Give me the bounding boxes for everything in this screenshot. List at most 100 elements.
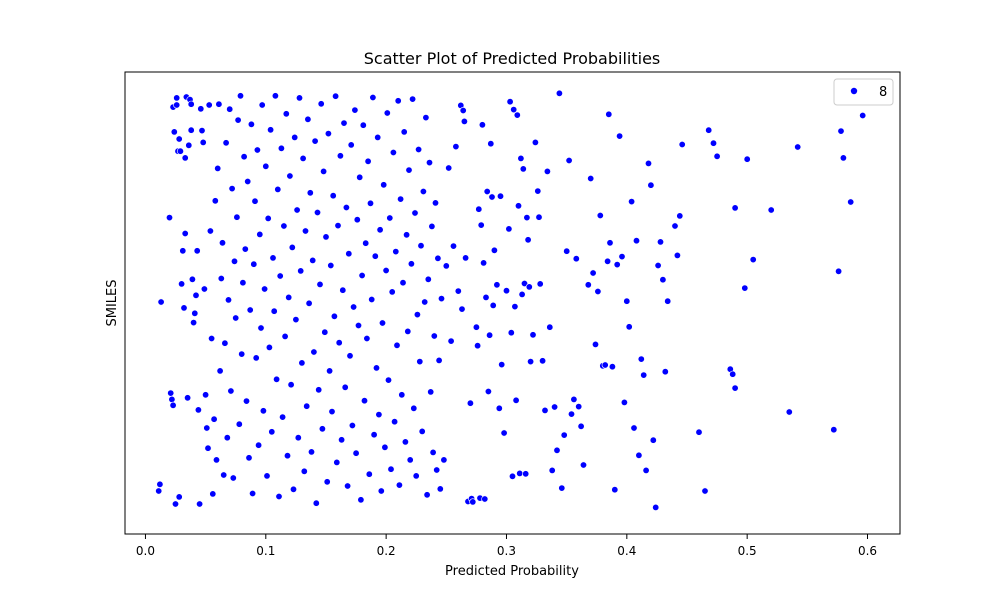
- data-point: [604, 257, 612, 265]
- data-point: [276, 272, 284, 280]
- data-point: [353, 216, 361, 224]
- data-point: [283, 452, 291, 460]
- data-point: [785, 408, 793, 416]
- data-point: [388, 288, 396, 296]
- data-point: [546, 323, 554, 331]
- data-point: [435, 356, 443, 364]
- data-point: [496, 192, 504, 200]
- data-point: [285, 293, 293, 301]
- data-point: [541, 406, 549, 414]
- data-point: [410, 404, 418, 412]
- data-point: [386, 214, 394, 222]
- data-point: [209, 490, 217, 498]
- data-point: [608, 363, 616, 371]
- data-point: [493, 281, 501, 289]
- data-point: [259, 407, 267, 415]
- data-point: [713, 152, 721, 160]
- data-point: [589, 269, 597, 277]
- data-point: [223, 434, 231, 442]
- data-point: [731, 384, 739, 392]
- data-point: [191, 309, 199, 317]
- data-point: [267, 126, 275, 134]
- data-point: [830, 426, 838, 434]
- data-point: [731, 204, 739, 212]
- data-point: [481, 495, 489, 503]
- data-point: [502, 287, 510, 295]
- data-point: [437, 295, 445, 303]
- data-point: [352, 449, 360, 457]
- data-point: [170, 128, 178, 136]
- data-point: [422, 114, 430, 122]
- data-point: [376, 226, 384, 234]
- data-point: [389, 149, 397, 157]
- data-point: [214, 164, 222, 172]
- data-point: [315, 386, 323, 394]
- data-point: [382, 266, 390, 274]
- data-point: [695, 428, 703, 436]
- data-point: [483, 188, 491, 196]
- data-point: [338, 436, 346, 444]
- data-point: [233, 213, 241, 221]
- data-point: [181, 230, 189, 238]
- data-point: [393, 341, 401, 349]
- data-point: [664, 297, 672, 305]
- data-point: [311, 137, 319, 145]
- data-point: [644, 159, 652, 167]
- data-point: [251, 197, 259, 205]
- data-point: [452, 143, 460, 151]
- data-point: [859, 112, 867, 120]
- data-point: [673, 251, 681, 259]
- data-point: [505, 225, 513, 233]
- data-point: [340, 119, 348, 127]
- data-point: [328, 408, 336, 416]
- data-point: [327, 261, 335, 269]
- data-point: [671, 222, 679, 230]
- data-point: [572, 255, 580, 263]
- data-point: [175, 135, 183, 143]
- data-point: [238, 350, 246, 358]
- data-point: [518, 290, 526, 298]
- data-point: [741, 284, 749, 292]
- data-point: [510, 106, 518, 114]
- data-point: [837, 127, 845, 135]
- data-point: [339, 286, 347, 294]
- data-point: [194, 406, 202, 414]
- data-point: [647, 181, 655, 189]
- data-point: [241, 245, 249, 253]
- data-point: [321, 328, 329, 336]
- data-point: [847, 198, 855, 206]
- data-point: [500, 429, 508, 437]
- data-point: [228, 185, 236, 193]
- data-point: [523, 214, 531, 222]
- data-point: [404, 327, 412, 335]
- data-point: [640, 371, 648, 379]
- data-point: [635, 451, 643, 459]
- data-point: [709, 139, 717, 147]
- data-point: [342, 204, 350, 212]
- data-point: [415, 146, 423, 154]
- data-point: [344, 482, 352, 490]
- data-point: [767, 206, 775, 214]
- data-point: [406, 456, 414, 464]
- data-point: [173, 94, 181, 102]
- data-point: [630, 424, 638, 432]
- data-point: [418, 427, 426, 435]
- data-point: [478, 121, 486, 129]
- data-point: [225, 296, 233, 304]
- data-point: [155, 487, 163, 495]
- data-point: [252, 354, 260, 362]
- data-point: [279, 413, 287, 421]
- data-point: [399, 279, 407, 287]
- data-point: [220, 471, 228, 479]
- data-point: [341, 383, 349, 391]
- data-point: [332, 92, 340, 100]
- x-tick-label: 0.5: [738, 544, 757, 558]
- data-point: [247, 120, 255, 128]
- data-point: [462, 254, 470, 262]
- data-point: [336, 152, 344, 160]
- data-point: [239, 279, 247, 287]
- data-point: [516, 469, 524, 477]
- data-point: [190, 319, 198, 327]
- data-point: [188, 275, 196, 283]
- data-point: [348, 421, 356, 429]
